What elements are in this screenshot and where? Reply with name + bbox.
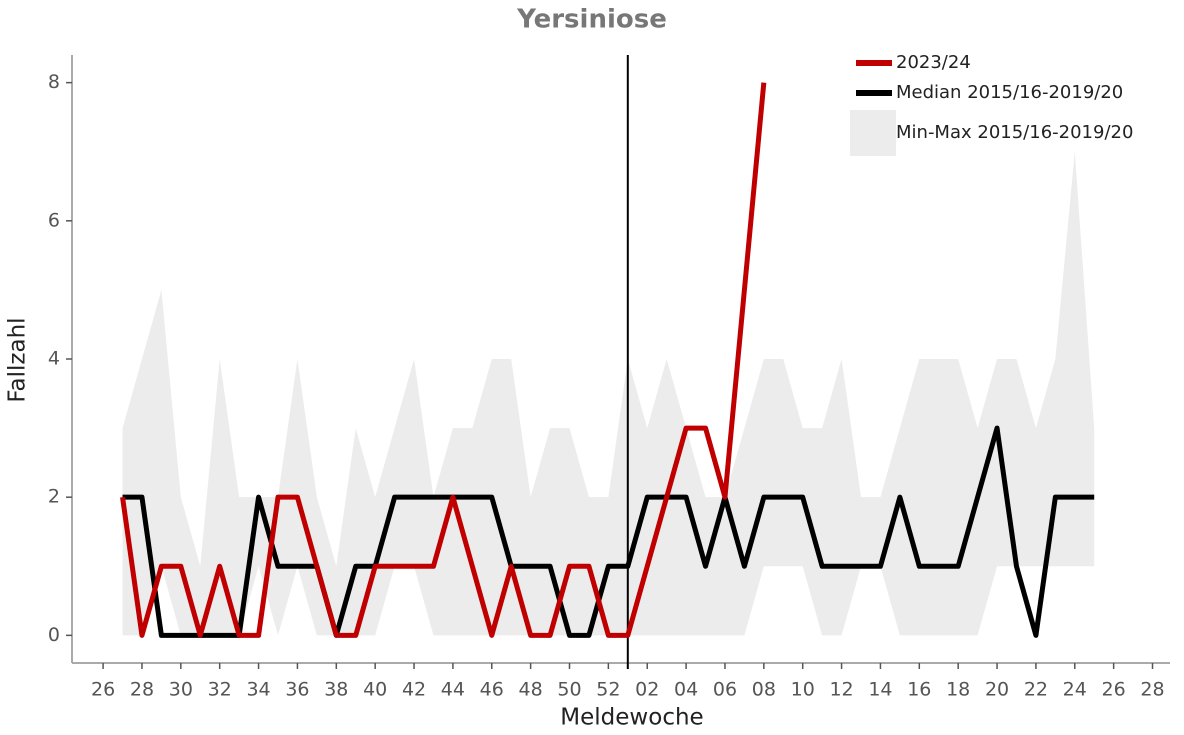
legend-swatch <box>850 110 896 156</box>
x-tick-label: 02 <box>635 679 659 701</box>
x-tick-label: 26 <box>91 679 115 701</box>
x-tick-label: 48 <box>519 679 543 701</box>
x-tick-label: 44 <box>441 679 465 701</box>
x-tick-label: 38 <box>324 679 348 701</box>
y-tick-label: 8 <box>48 71 60 93</box>
x-tick-label: 52 <box>596 679 620 701</box>
x-tick-label: 40 <box>363 679 387 701</box>
y-tick-label: 2 <box>48 486 60 508</box>
x-tick-label: 06 <box>713 679 737 701</box>
x-tick-label: 22 <box>1024 679 1048 701</box>
x-tick-label: 46 <box>480 679 504 701</box>
x-tick-label: 14 <box>868 679 892 701</box>
x-tick-label: 50 <box>557 679 581 701</box>
chart-title: Yersiniose <box>516 5 667 35</box>
y-tick-label: 4 <box>48 348 60 370</box>
x-tick-label: 30 <box>169 679 193 701</box>
legend-label: Median 2015/16-2019/20 <box>896 82 1123 103</box>
y-tick-label: 6 <box>48 209 60 231</box>
x-tick-label: 18 <box>946 679 970 701</box>
legend-label: 2023/24 <box>896 52 971 73</box>
line-series <box>122 425 1095 638</box>
x-tick-label: 34 <box>246 679 270 701</box>
legend-label: Min-Max 2015/16-2019/20 <box>896 122 1133 143</box>
x-tick-label: 08 <box>752 679 776 701</box>
x-tick-label: 16 <box>907 679 931 701</box>
x-tick-label: 42 <box>402 679 426 701</box>
x-axis-label: Meldewoche <box>560 705 703 731</box>
x-tick-label: 28 <box>1140 679 1164 701</box>
x-tick-label: 20 <box>985 679 1009 701</box>
min-max-band <box>122 151 1095 636</box>
line-series <box>120 82 767 638</box>
x-tick-label: 26 <box>1102 679 1126 701</box>
x-tick-label: 28 <box>130 679 154 701</box>
x-tick-label: 12 <box>829 679 853 701</box>
y-axis-label: Fallzahl <box>5 317 31 402</box>
x-tick-label: 32 <box>208 679 232 701</box>
x-tick-label: 24 <box>1063 679 1087 701</box>
x-tick-label: 36 <box>285 679 309 701</box>
y-tick-label: 0 <box>48 624 60 646</box>
x-tick-label: 10 <box>791 679 815 701</box>
x-tick-label: 04 <box>674 679 698 701</box>
